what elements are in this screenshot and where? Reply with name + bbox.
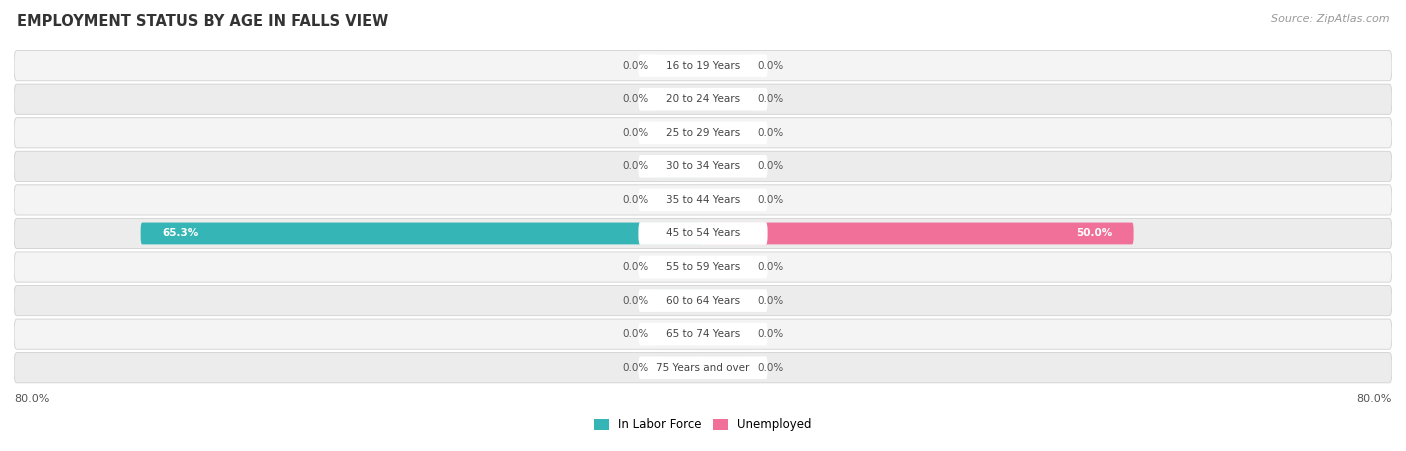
FancyBboxPatch shape xyxy=(655,256,703,278)
FancyBboxPatch shape xyxy=(638,289,768,312)
Text: 0.0%: 0.0% xyxy=(623,128,648,138)
FancyBboxPatch shape xyxy=(703,256,751,278)
FancyBboxPatch shape xyxy=(703,55,751,77)
Text: Source: ZipAtlas.com: Source: ZipAtlas.com xyxy=(1271,14,1389,23)
Text: 45 to 54 Years: 45 to 54 Years xyxy=(666,229,740,239)
FancyBboxPatch shape xyxy=(703,156,751,177)
Text: 0.0%: 0.0% xyxy=(623,329,648,339)
FancyBboxPatch shape xyxy=(14,252,1392,282)
Text: 0.0%: 0.0% xyxy=(758,295,783,306)
Text: 0.0%: 0.0% xyxy=(623,94,648,104)
FancyBboxPatch shape xyxy=(14,118,1392,148)
FancyBboxPatch shape xyxy=(703,122,751,144)
Text: 0.0%: 0.0% xyxy=(623,161,648,171)
Text: 0.0%: 0.0% xyxy=(623,295,648,306)
Text: 0.0%: 0.0% xyxy=(758,128,783,138)
Text: 60 to 64 Years: 60 to 64 Years xyxy=(666,295,740,306)
Text: 0.0%: 0.0% xyxy=(623,363,648,373)
FancyBboxPatch shape xyxy=(638,54,768,77)
Text: 0.0%: 0.0% xyxy=(623,262,648,272)
Text: 0.0%: 0.0% xyxy=(623,60,648,71)
Text: 0.0%: 0.0% xyxy=(758,195,783,205)
FancyBboxPatch shape xyxy=(655,290,703,312)
FancyBboxPatch shape xyxy=(638,356,768,379)
Text: 0.0%: 0.0% xyxy=(758,363,783,373)
FancyBboxPatch shape xyxy=(703,189,751,211)
FancyBboxPatch shape xyxy=(655,323,703,345)
FancyBboxPatch shape xyxy=(14,218,1392,249)
Text: 16 to 19 Years: 16 to 19 Years xyxy=(666,60,740,71)
Text: EMPLOYMENT STATUS BY AGE IN FALLS VIEW: EMPLOYMENT STATUS BY AGE IN FALLS VIEW xyxy=(17,14,388,28)
Text: 0.0%: 0.0% xyxy=(758,262,783,272)
Text: 65.3%: 65.3% xyxy=(162,229,198,239)
FancyBboxPatch shape xyxy=(655,189,703,211)
FancyBboxPatch shape xyxy=(14,51,1392,81)
Text: 0.0%: 0.0% xyxy=(758,161,783,171)
Text: 0.0%: 0.0% xyxy=(758,329,783,339)
Legend: In Labor Force, Unemployed: In Labor Force, Unemployed xyxy=(589,414,817,436)
Text: 0.0%: 0.0% xyxy=(623,195,648,205)
FancyBboxPatch shape xyxy=(655,357,703,379)
Text: 80.0%: 80.0% xyxy=(1357,394,1392,404)
Text: 20 to 24 Years: 20 to 24 Years xyxy=(666,94,740,104)
FancyBboxPatch shape xyxy=(638,256,768,278)
FancyBboxPatch shape xyxy=(655,122,703,144)
Text: 25 to 29 Years: 25 to 29 Years xyxy=(666,128,740,138)
FancyBboxPatch shape xyxy=(638,88,768,110)
FancyBboxPatch shape xyxy=(703,88,751,110)
FancyBboxPatch shape xyxy=(638,155,768,178)
FancyBboxPatch shape xyxy=(638,121,768,144)
Text: 0.0%: 0.0% xyxy=(758,60,783,71)
FancyBboxPatch shape xyxy=(638,323,768,345)
Text: 35 to 44 Years: 35 to 44 Years xyxy=(666,195,740,205)
FancyBboxPatch shape xyxy=(655,55,703,77)
FancyBboxPatch shape xyxy=(14,151,1392,181)
FancyBboxPatch shape xyxy=(703,290,751,312)
Text: 55 to 59 Years: 55 to 59 Years xyxy=(666,262,740,272)
FancyBboxPatch shape xyxy=(141,222,703,244)
FancyBboxPatch shape xyxy=(655,88,703,110)
FancyBboxPatch shape xyxy=(703,323,751,345)
Text: 30 to 34 Years: 30 to 34 Years xyxy=(666,161,740,171)
Text: 65 to 74 Years: 65 to 74 Years xyxy=(666,329,740,339)
FancyBboxPatch shape xyxy=(14,285,1392,316)
FancyBboxPatch shape xyxy=(14,84,1392,114)
FancyBboxPatch shape xyxy=(638,189,768,211)
Text: 80.0%: 80.0% xyxy=(14,394,49,404)
FancyBboxPatch shape xyxy=(14,353,1392,383)
FancyBboxPatch shape xyxy=(703,222,1133,244)
Text: 0.0%: 0.0% xyxy=(758,94,783,104)
FancyBboxPatch shape xyxy=(14,319,1392,349)
FancyBboxPatch shape xyxy=(703,357,751,379)
FancyBboxPatch shape xyxy=(14,185,1392,215)
FancyBboxPatch shape xyxy=(638,222,768,245)
FancyBboxPatch shape xyxy=(655,156,703,177)
Text: 50.0%: 50.0% xyxy=(1076,229,1112,239)
Text: 75 Years and over: 75 Years and over xyxy=(657,363,749,373)
